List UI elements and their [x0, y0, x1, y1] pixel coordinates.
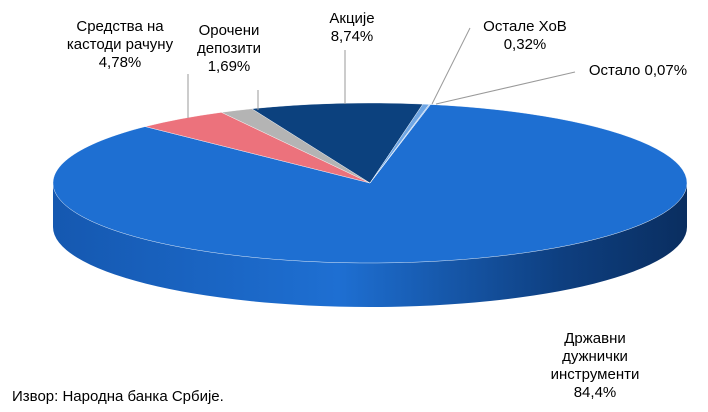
category-label: Остале ХоВ [483, 18, 567, 35]
slice [251, 102, 424, 184]
slice-label: Средства на кастоди рачуну 4,78% [50, 18, 190, 72]
category-label: Орочени депозити [197, 22, 261, 57]
value-label: 0,07% [644, 62, 688, 79]
value-label: 4,78% [98, 54, 142, 71]
slice [52, 104, 688, 264]
category-label: Средства на кастоди рачуну [66, 18, 174, 53]
source-note: Извор: Народна банка Србије. [12, 388, 224, 405]
category-label: Остало [588, 62, 641, 79]
leader-line [431, 27, 471, 105]
category-label: Акције [329, 10, 375, 27]
leader-line [435, 71, 576, 105]
slice-label: Орочени депозити 1,69% [176, 22, 282, 76]
slice [369, 104, 431, 184]
slice-label: Државни дужнички инструменти 84,4% [535, 330, 655, 402]
category-label: Државни дужнички инструменти [550, 330, 640, 383]
slice-side [53, 183, 687, 307]
value-label: 1,69% [207, 58, 251, 75]
value-label: 8,74% [330, 28, 374, 45]
value-label: 84,4% [573, 384, 617, 401]
slice-label: Акције 8,74% [310, 10, 394, 46]
value-label: 0,32% [503, 36, 547, 53]
slice-label: Остале ХоВ 0,32% [465, 18, 585, 54]
slice-label: Остало 0,07% [570, 62, 706, 80]
